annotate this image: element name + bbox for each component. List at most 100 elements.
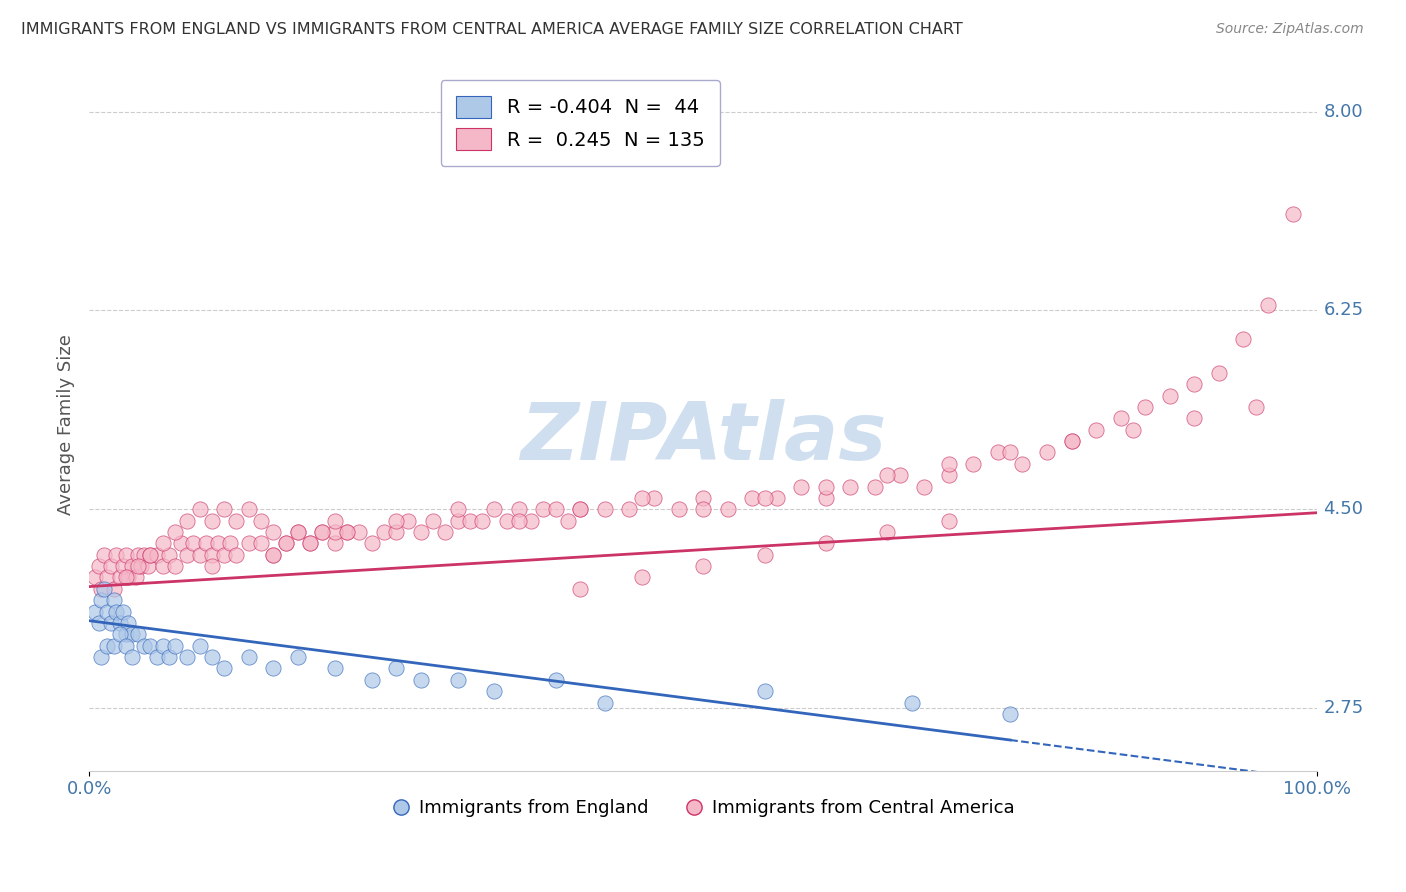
Point [250, 536, 273, 550]
Point [136, 559, 159, 574]
Y-axis label: Average Family Size: Average Family Size [58, 334, 75, 515]
Point [103, 582, 125, 596]
Point [508, 514, 530, 528]
Point [212, 502, 235, 516]
Point [754, 548, 776, 562]
Point [201, 548, 224, 562]
Point [299, 536, 322, 550]
Point [157, 650, 180, 665]
Point [176, 650, 198, 665]
Point [336, 524, 359, 539]
Point [1060, 434, 1083, 449]
Point [717, 502, 740, 516]
Point [471, 514, 494, 528]
Point [194, 536, 217, 550]
Point [938, 457, 960, 471]
Point [176, 548, 198, 562]
Point [814, 479, 837, 493]
Point [998, 706, 1021, 721]
Point [145, 548, 167, 562]
Point [311, 524, 333, 539]
Point [152, 559, 174, 574]
Point [108, 627, 131, 641]
Point [630, 570, 652, 584]
Point [630, 491, 652, 505]
Point [112, 605, 135, 619]
Point [93, 548, 115, 562]
Point [299, 536, 322, 550]
Text: 8.00: 8.00 [1323, 103, 1362, 120]
Point [814, 536, 837, 550]
Point [593, 696, 616, 710]
Point [87, 615, 110, 630]
Point [127, 548, 149, 562]
Point [1159, 389, 1181, 403]
Point [360, 673, 382, 687]
Point [121, 559, 143, 574]
Point [183, 536, 205, 550]
Point [1109, 411, 1132, 425]
Point [569, 582, 592, 596]
Point [108, 615, 131, 630]
Point [100, 559, 122, 574]
Point [139, 548, 162, 562]
Point [901, 696, 924, 710]
Point [446, 502, 468, 516]
Point [311, 524, 333, 539]
Point [96, 605, 118, 619]
Point [790, 479, 813, 493]
Point [212, 548, 235, 562]
Point [998, 445, 1021, 459]
Point [1281, 207, 1303, 221]
Point [569, 502, 592, 516]
Point [287, 524, 309, 539]
Point [238, 502, 260, 516]
Point [139, 639, 162, 653]
Point [1182, 411, 1205, 425]
Point [765, 491, 787, 505]
Point [458, 514, 481, 528]
Point [134, 548, 156, 562]
Point [544, 673, 567, 687]
Point [225, 548, 247, 562]
Point [876, 468, 898, 483]
Text: 2.75: 2.75 [1323, 699, 1364, 717]
Point [207, 536, 229, 550]
Point [225, 514, 247, 528]
Point [188, 502, 211, 516]
Point [508, 502, 530, 516]
Point [84, 570, 107, 584]
Point [201, 559, 224, 574]
Point [105, 548, 128, 562]
Point [145, 650, 167, 665]
Point [108, 570, 131, 584]
Point [484, 502, 506, 516]
Point [434, 524, 457, 539]
Point [1257, 298, 1279, 312]
Point [1232, 332, 1254, 346]
Point [105, 605, 128, 619]
Point [544, 502, 567, 516]
Point [287, 650, 309, 665]
Point [1036, 445, 1059, 459]
Point [323, 661, 346, 675]
Point [176, 514, 198, 528]
Point [121, 627, 143, 641]
Point [863, 479, 886, 493]
Point [557, 514, 579, 528]
Point [533, 502, 555, 516]
Point [90, 582, 112, 596]
Point [741, 491, 763, 505]
Text: IMMIGRANTS FROM ENGLAND VS IMMIGRANTS FROM CENTRAL AMERICA AVERAGE FAMILY SIZE C: IMMIGRANTS FROM ENGLAND VS IMMIGRANTS FR… [21, 22, 963, 37]
Point [987, 445, 1010, 459]
Point [409, 524, 432, 539]
Point [336, 524, 359, 539]
Point [274, 536, 297, 550]
Point [212, 661, 235, 675]
Point [90, 593, 112, 607]
Point [115, 639, 138, 653]
Point [163, 559, 186, 574]
Point [121, 650, 143, 665]
Point [157, 548, 180, 562]
Point [117, 570, 139, 584]
